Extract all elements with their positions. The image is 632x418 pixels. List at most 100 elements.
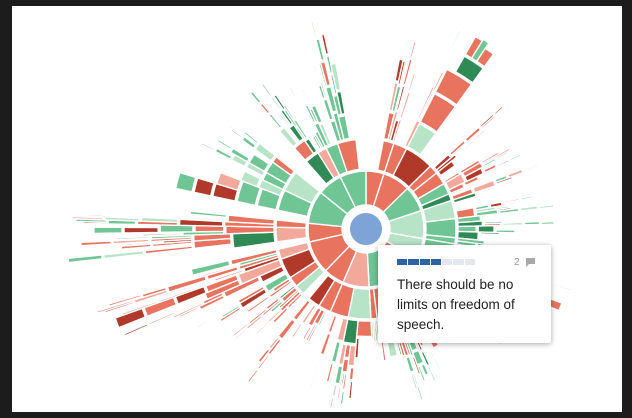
sunburst-segment[interactable] xyxy=(406,122,437,156)
sunburst-segment[interactable] xyxy=(242,130,260,145)
sunburst-segment[interactable] xyxy=(503,201,516,207)
sunburst-segment[interactable] xyxy=(385,394,389,407)
sunburst-segment[interactable] xyxy=(140,216,179,224)
sunburst-segment[interactable] xyxy=(290,322,304,339)
comment-bubble-icon[interactable] xyxy=(525,257,536,268)
sunburst-segment[interactable] xyxy=(464,177,485,188)
sunburst-segment[interactable] xyxy=(423,381,432,398)
sunburst-segment[interactable] xyxy=(210,324,227,336)
sunburst-segment[interactable] xyxy=(159,275,202,289)
sunburst-segment[interactable] xyxy=(512,218,531,222)
sunburst-segment[interactable] xyxy=(171,278,214,296)
sunburst-segment[interactable] xyxy=(374,373,378,388)
sunburst-segment[interactable] xyxy=(281,350,293,367)
sunburst-segment[interactable] xyxy=(174,171,197,193)
sunburst-segment[interactable] xyxy=(523,220,541,226)
sunburst-segment[interactable] xyxy=(335,90,346,116)
sunburst-segment[interactable] xyxy=(205,327,219,338)
sunburst-segment[interactable] xyxy=(399,356,407,375)
sunburst-segment[interactable] xyxy=(177,324,196,337)
sunburst-segment[interactable] xyxy=(425,375,434,392)
sunburst-segment[interactable] xyxy=(325,362,335,383)
sunburst-segment[interactable] xyxy=(375,388,379,406)
sunburst-segment[interactable] xyxy=(497,179,517,187)
sunburst-segment[interactable] xyxy=(275,226,308,243)
sunburst-segment[interactable] xyxy=(195,310,221,326)
sunburst-segment[interactable] xyxy=(422,30,430,48)
sunburst-segment[interactable] xyxy=(87,213,109,218)
sunburst-segment[interactable] xyxy=(141,286,168,299)
sunburst-segment[interactable] xyxy=(337,114,351,141)
sunburst-segment[interactable] xyxy=(307,386,314,401)
sunburst-segment[interactable] xyxy=(441,377,449,389)
sunburst-segment[interactable] xyxy=(320,382,328,402)
sunburst-segment[interactable] xyxy=(200,142,216,152)
sunburst-segment[interactable] xyxy=(408,26,415,43)
sunburst-segment[interactable] xyxy=(405,355,415,374)
sunburst-segment[interactable] xyxy=(410,372,419,390)
sunburst-segment[interactable] xyxy=(273,91,285,106)
sunburst-segment[interactable] xyxy=(247,307,267,323)
sunburst-segment[interactable] xyxy=(229,248,278,266)
sunburst-segment[interactable] xyxy=(431,364,441,381)
sunburst-segment[interactable] xyxy=(109,214,141,220)
sunburst-segment[interactable] xyxy=(296,341,307,357)
sunburst-segment[interactable] xyxy=(107,294,142,308)
sunburst-segment[interactable] xyxy=(271,79,280,92)
sunburst-segment[interactable] xyxy=(483,168,504,179)
sunburst-segment[interactable] xyxy=(402,356,410,374)
sunburst-segment[interactable] xyxy=(417,374,424,388)
sunburst-segment[interactable] xyxy=(414,47,425,74)
sunburst-segment[interactable] xyxy=(288,64,298,81)
sunburst-segment[interactable] xyxy=(519,204,539,212)
sunburst-segment[interactable] xyxy=(288,86,300,103)
sunburst-segment[interactable] xyxy=(411,386,418,404)
sunburst-segment[interactable] xyxy=(484,118,498,131)
sunburst-segment[interactable] xyxy=(422,345,434,365)
sunburst-segment[interactable] xyxy=(261,298,283,317)
sunburst-segment[interactable] xyxy=(268,112,283,130)
sunburst-segment[interactable] xyxy=(475,47,495,68)
sunburst-segment[interactable] xyxy=(257,290,275,304)
sunburst-segment[interactable] xyxy=(403,42,411,61)
sunburst-segment[interactable] xyxy=(498,111,514,124)
sunburst-segment[interactable] xyxy=(292,299,312,322)
sunburst-segment[interactable] xyxy=(95,313,122,325)
sunburst-segment[interactable] xyxy=(245,323,259,337)
sunburst-segment[interactable] xyxy=(495,105,507,117)
sunburst-segment[interactable] xyxy=(322,98,334,121)
sunburst-segment[interactable] xyxy=(93,226,123,235)
sunburst-segment[interactable] xyxy=(501,221,524,227)
sunburst-segment[interactable] xyxy=(498,207,520,215)
sunburst-segment[interactable] xyxy=(317,401,323,412)
sunburst-segment[interactable] xyxy=(283,368,292,383)
sunburst-segment[interactable] xyxy=(439,380,446,392)
sunburst-segment[interactable] xyxy=(233,321,249,334)
sunburst-segment[interactable] xyxy=(229,119,245,133)
sunburst-segment[interactable] xyxy=(381,375,385,388)
sunburst-segment[interactable] xyxy=(540,220,555,226)
sunburst-segment[interactable] xyxy=(541,235,554,238)
sunburst-segment[interactable] xyxy=(336,138,361,173)
sunburst-segment[interactable] xyxy=(216,138,233,150)
sunburst-segment[interactable] xyxy=(330,340,342,364)
sunburst-segment[interactable] xyxy=(244,337,259,352)
sunburst-segment[interactable] xyxy=(296,101,308,120)
sunburst-segment[interactable] xyxy=(295,73,304,89)
sunburst-segment[interactable] xyxy=(174,297,207,314)
sunburst-segment[interactable] xyxy=(311,51,318,68)
sunburst-segment[interactable] xyxy=(231,231,276,250)
sunburst-segment[interactable] xyxy=(328,396,335,410)
sunburst-segment[interactable] xyxy=(266,360,276,374)
sunburst-segment[interactable] xyxy=(300,303,317,325)
sunburst-segment[interactable] xyxy=(274,348,284,362)
sunburst-segment[interactable] xyxy=(198,326,214,338)
sunburst-segment[interactable] xyxy=(259,102,271,115)
sunburst-segment[interactable] xyxy=(319,332,332,356)
sunburst-segment[interactable] xyxy=(516,174,530,181)
sunburst-segment[interactable] xyxy=(513,171,529,179)
sunburst-segment[interactable] xyxy=(521,234,541,238)
sunburst-segment[interactable] xyxy=(287,105,297,119)
sunburst-segment[interactable] xyxy=(448,182,466,195)
sunburst-segment[interactable] xyxy=(495,175,514,185)
